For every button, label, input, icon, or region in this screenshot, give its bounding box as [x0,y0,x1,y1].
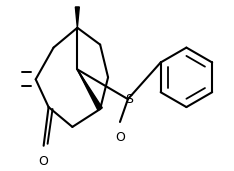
Polygon shape [77,69,102,110]
Text: O: O [39,155,49,168]
Text: O: O [115,131,125,144]
Text: S: S [125,93,133,106]
Polygon shape [75,7,79,28]
